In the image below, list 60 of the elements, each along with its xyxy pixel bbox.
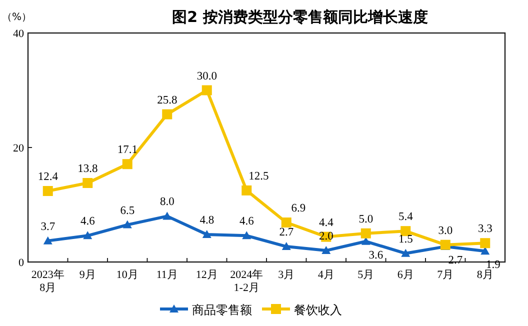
- data-label: 4.6: [239, 216, 254, 228]
- data-label: 12.5: [248, 170, 269, 182]
- point: [281, 217, 292, 228]
- data-label: 5.4: [398, 211, 414, 224]
- x-tick-label: 11月: [156, 269, 178, 281]
- y-tick-label: 40: [13, 28, 24, 40]
- data-label: 3.0: [438, 224, 453, 237]
- point: [360, 228, 371, 238]
- data-label: 12.4: [38, 171, 58, 184]
- point: [162, 212, 172, 220]
- data-label: 25.8: [157, 94, 178, 106]
- x-tick-label: 8月: [476, 269, 494, 281]
- data-label: 5.0: [358, 213, 374, 226]
- x-tick-label: 3月: [278, 269, 295, 281]
- point: [202, 85, 212, 96]
- data-label: 3.3: [478, 223, 493, 236]
- point: [480, 238, 490, 248]
- data-label: 3.6: [368, 249, 384, 262]
- x-tick-label: 4月: [318, 269, 334, 281]
- x-tick-label: 7月: [437, 269, 454, 281]
- data-label: 8.0: [160, 196, 175, 208]
- data-label: 1.5: [398, 233, 414, 246]
- data-label: 6.5: [120, 204, 135, 217]
- data-label: 30.0: [196, 70, 218, 82]
- x-tick-label: 10月: [116, 269, 138, 281]
- chart-title: 图2 按消费类型分零售额同比增长速度: [172, 8, 428, 26]
- legend-label: 商品零售额: [192, 303, 252, 317]
- point: [242, 231, 252, 240]
- data-label: 17.1: [117, 144, 138, 156]
- point: [42, 186, 53, 196]
- y-tick-label: 20: [13, 142, 24, 154]
- data-label: 2.7: [279, 226, 294, 239]
- x-tick-label: 5月: [358, 269, 374, 281]
- point: [122, 220, 132, 228]
- y-axis-title: （%）: [2, 12, 32, 23]
- legend-label: 餐饮收入: [294, 303, 342, 317]
- data-label: 4.4: [318, 216, 334, 229]
- data-label: 4.8: [200, 214, 214, 227]
- x-tick-label: 12月: [196, 269, 218, 281]
- data-label: 13.8: [78, 162, 98, 175]
- data-label: 3.7: [40, 220, 56, 233]
- point: [322, 246, 331, 254]
- x-tick-label: 6月: [397, 269, 414, 281]
- point: [162, 109, 172, 120]
- x-tick-label: 2023年 8月: [31, 269, 64, 294]
- data-label: 6.9: [291, 202, 306, 214]
- data-label: 2.0: [318, 230, 334, 243]
- data-label: 4.6: [80, 216, 96, 228]
- point: [83, 231, 92, 240]
- point: [202, 230, 212, 238]
- x-tick-label: 2024年 1-2月: [230, 269, 264, 294]
- point: [242, 185, 252, 196]
- point: [440, 240, 450, 250]
- point: [122, 159, 132, 170]
- y-tick-label: 0: [18, 257, 24, 269]
- point: [282, 242, 291, 250]
- point: [401, 248, 410, 257]
- point: [43, 236, 52, 244]
- x-tick-label: 9月: [79, 269, 96, 281]
- point: [82, 178, 93, 188]
